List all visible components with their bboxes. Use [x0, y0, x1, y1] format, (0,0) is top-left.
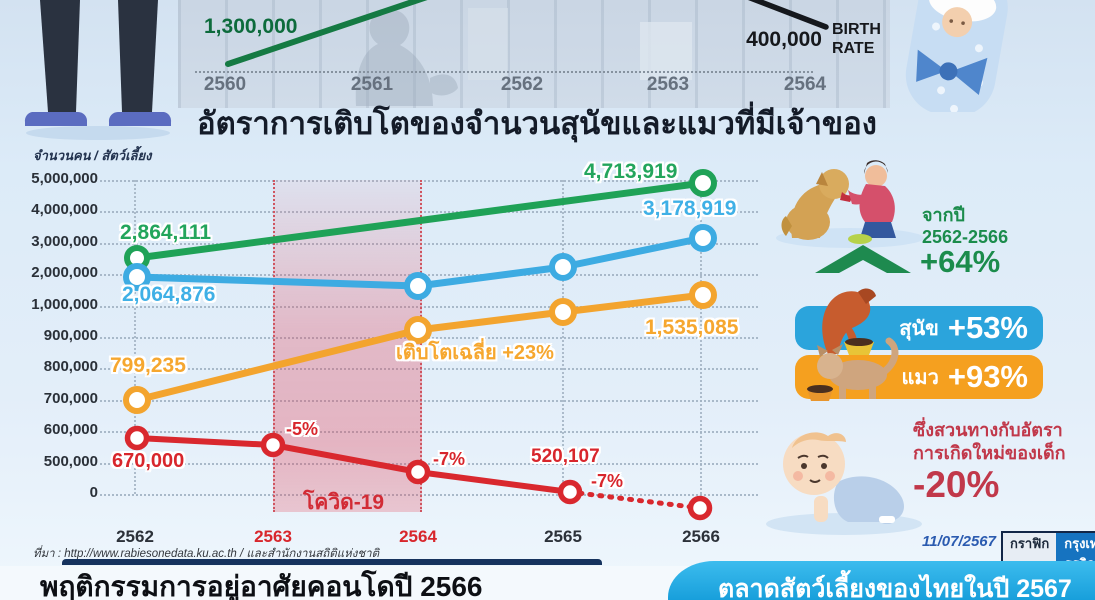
birth-decline-value: -20%	[913, 464, 1000, 505]
dog-silhouette-icon	[355, 9, 458, 106]
cats-end-label: 1,535,085	[645, 316, 739, 339]
top-year-2563: 2563	[646, 74, 690, 95]
vgrid-2566	[700, 180, 702, 494]
pct-2564-label: -7%	[433, 449, 466, 469]
newborns-start-label: 670,000	[112, 450, 185, 472]
footer-left-heading: พฤติกรรมการอยู่อาศัยคอนโดปี 2566	[40, 571, 483, 600]
pct-2565-label: -7%	[591, 471, 624, 491]
ytick-500k: 500,000	[43, 453, 98, 470]
ytick-5m: 5,000,000	[31, 170, 98, 187]
dogs-line	[133, 234, 707, 290]
birth-rate-line	[747, 0, 829, 30]
total-end-label: 4,713,919	[584, 160, 678, 183]
gridline-1m	[100, 306, 758, 308]
dogs-end-label: 3,178,919	[643, 197, 737, 220]
xtick-2565: 2565	[544, 527, 582, 546]
cage-highlight-block-2	[468, 8, 508, 80]
footer-banner-text: ตลาดสัตว์เลี้ยงของไทยในปี 2567	[718, 575, 1072, 600]
ytick-800k: 800,000	[43, 358, 98, 375]
total-start-label: 2,864,111	[120, 221, 212, 244]
top-year-2562: 2562	[500, 74, 544, 95]
total-growth-value: +64%	[920, 244, 1001, 279]
cage-highlight-block	[640, 22, 692, 80]
counter-text-line1: ซึ่งสวนทางกับอัตรา	[913, 420, 1063, 440]
from-year-line1: จากปี	[922, 205, 965, 225]
cage-photo-band	[178, 0, 890, 108]
cats-start-label: 799,235	[110, 354, 186, 377]
ytick-1m: 1,000,000	[31, 296, 98, 313]
pct-2563-label: -5%	[286, 419, 319, 439]
ytick-0: 0	[89, 484, 98, 501]
vgrid-2565	[562, 180, 564, 494]
newborns-markers	[124, 425, 713, 521]
vgrid-2562	[134, 180, 136, 494]
newborns-line	[134, 435, 573, 495]
publish-date: 11/07/2567	[922, 533, 996, 550]
top-year-2561: 2561	[350, 74, 394, 95]
footer-blue-banner: ตลาดสัตว์เลี้ยงของไทยในปี 2567	[668, 561, 1095, 600]
source-note: ที่มา : http://www.rabiesonedata.ku.ac.t…	[33, 548, 380, 560]
gridline-800k	[100, 368, 758, 370]
xtick-2564: 2564	[399, 527, 437, 546]
top-end-value: 400,000	[746, 28, 822, 51]
birth-rate-label: BIRTH RATE	[832, 21, 881, 58]
from-year-line2: 2562-2566	[922, 227, 1009, 247]
top-year-2564: 2564	[783, 74, 827, 95]
top-mini-chart	[225, 0, 829, 67]
xtick-2563: 2563	[254, 527, 292, 546]
gridline-3m	[100, 243, 758, 245]
cats-line	[133, 291, 707, 404]
gridline-500k	[100, 463, 758, 465]
dog-badge-label: สุนัข	[899, 318, 939, 340]
footer-navy-bar	[62, 559, 602, 565]
dogs-markers	[123, 224, 717, 300]
gridline-2m	[100, 274, 758, 276]
person-petting-dog-icon	[776, 160, 924, 248]
top-year-2560: 2560	[203, 74, 247, 95]
xtick-2566: 2566	[682, 527, 720, 546]
crawling-baby-icon	[766, 432, 922, 535]
newborns-2565-label: 520,107	[531, 446, 600, 467]
ytick-700k: 700,000	[43, 390, 98, 407]
dog-badge-value: +53%	[947, 310, 1028, 345]
cat-badge-label: แมว	[901, 367, 939, 389]
counter-text-line2: การเกิดใหม่ของเด็ก	[913, 443, 1066, 463]
ytick-3m: 3,000,000	[31, 233, 98, 250]
xtick-2562: 2562	[116, 527, 154, 546]
dogs-start-label: 2,064,876	[122, 283, 216, 306]
newborns-line-dashed	[567, 489, 703, 511]
ytick-600k: 600,000	[43, 421, 98, 438]
page-title: อัตราการเติบโตของจำนวนสุนัขและแมวที่มีเจ…	[197, 106, 877, 141]
ytick-2m: 2,000,000	[31, 264, 98, 281]
top-axis-line	[195, 71, 813, 73]
gridline-4m	[100, 211, 758, 213]
gridline-600k	[100, 431, 758, 433]
dog-eating-icon	[822, 288, 876, 355]
top-start-value: 1,300,000	[204, 15, 298, 38]
total-line	[133, 179, 707, 262]
avg-growth-label: เติบโตเฉลี่ย +23%	[396, 342, 554, 364]
up-arrow-icon	[815, 245, 911, 273]
ytick-900k: 900,000	[43, 327, 98, 344]
person-legs-illustration	[24, 0, 172, 140]
pets-trend-line	[225, 0, 428, 67]
ytick-4m: 4,000,000	[31, 201, 98, 218]
cat-icon	[807, 337, 899, 401]
cats-markers	[123, 281, 717, 414]
swaddled-baby-icon	[905, 0, 1008, 112]
y-axis-label: จำนวนคน / สัตว์เลี้ยง	[33, 148, 152, 163]
gridline-5m	[100, 180, 758, 182]
cat-badge-value: +93%	[947, 359, 1028, 394]
gridline-700k	[100, 400, 758, 402]
gridline-0	[100, 494, 758, 496]
covid-label: โควิด-19	[303, 491, 385, 514]
